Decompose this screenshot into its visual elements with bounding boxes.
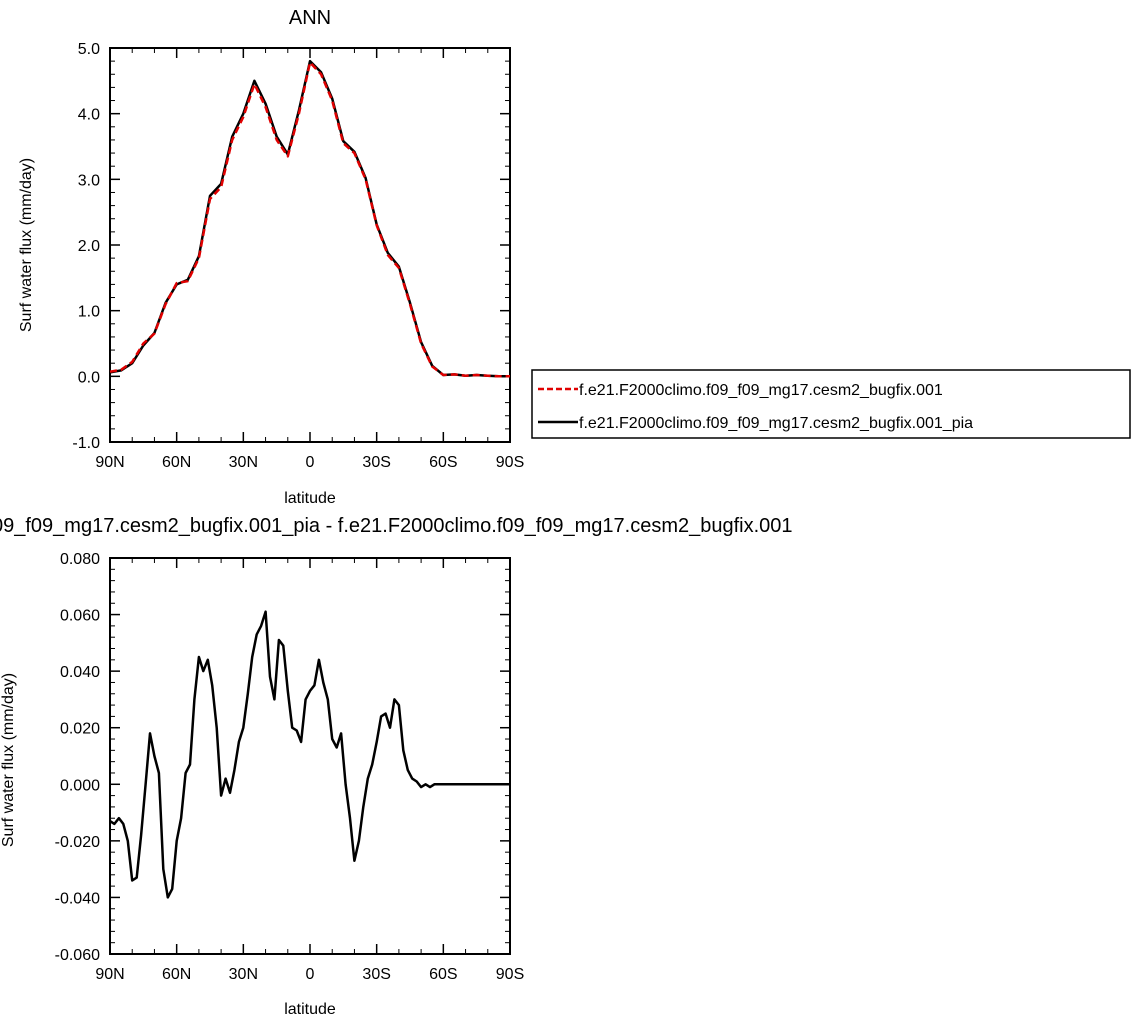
bottom-chart-title: f.e21.F2000climo.f09_f09_mg17.cesm2_bugf… <box>0 515 793 537</box>
legend-box <box>531 369 1131 439</box>
top-y-axis-label: Surf water flux (mm/day) <box>18 158 35 332</box>
y-tick-label: 0.080 <box>60 551 100 568</box>
x-tick-label: 30S <box>362 966 390 983</box>
bottom-y-axis-label: Surf water flux (mm/day) <box>0 673 17 847</box>
y-tick-label: 0.040 <box>60 664 100 681</box>
top-plot-ticks <box>109 47 511 443</box>
legend-label-control: f.e21.F2000climo.f09_f09_mg17.cesm2_bugf… <box>579 382 943 399</box>
x-tick-label: 30S <box>362 454 390 471</box>
x-tick-label: 60N <box>162 454 191 471</box>
x-tick-label: 90S <box>496 454 524 471</box>
x-tick-label: 30N <box>229 966 258 983</box>
bottom-x-axis-label: latitude <box>284 1001 336 1018</box>
x-tick-label: 0 <box>306 966 315 983</box>
bottom-series-group <box>109 610 510 899</box>
y-tick-label: -0.040 <box>55 890 100 907</box>
x-tick-label: 90N <box>95 966 124 983</box>
y-tick-label: -0.020 <box>55 834 100 851</box>
top-x-axis-label: latitude <box>284 490 336 507</box>
y-tick-label: -1.0 <box>72 435 100 452</box>
series-line-pia <box>109 59 510 378</box>
x-tick-label: 90S <box>496 966 524 983</box>
x-tick-label: 60S <box>429 966 457 983</box>
x-tick-label: 90N <box>95 454 124 471</box>
y-tick-label: 4.0 <box>78 107 100 124</box>
series-line-control <box>109 61 510 378</box>
y-tick-label: 1.0 <box>78 304 100 321</box>
y-tick-label: 0.0 <box>78 369 100 386</box>
y-tick-label: 3.0 <box>78 172 100 189</box>
legend-label-pia: f.e21.F2000climo.f09_f09_mg17.cesm2_bugf… <box>579 415 973 432</box>
top-tick-labels: 90N 60N 30N 0 30S 60S 90S 5.0 4.0 3.0 2.0 1.0 0.0 -1.… <box>72 41 524 471</box>
y-tick-label: 0.060 <box>60 608 100 625</box>
y-tick-label: 0.000 <box>60 777 100 794</box>
top-series-group <box>109 59 510 378</box>
y-tick-label: 5.0 <box>78 41 100 58</box>
y-tick-label: -0.060 <box>55 947 100 964</box>
y-tick-label: 2.0 <box>78 238 100 255</box>
top-plot-frame <box>109 47 511 443</box>
legend: f.e21.F2000climo.f09_f09_mg17.cesm2_bugf… <box>531 369 1131 439</box>
bottom-tick-labels: 90N 60N 30N 0 30S 60S 90S 0.080 0.060 0.040 0.020 0… <box>55 551 525 983</box>
top-chart-title: ANN <box>289 7 331 29</box>
series-line-pia <box>109 610 510 899</box>
x-tick-label: 60N <box>162 966 191 983</box>
y-tick-label: 0.020 <box>60 721 100 738</box>
bottom-plot-ticks <box>109 557 511 955</box>
x-tick-label: 0 <box>306 454 315 471</box>
x-tick-label: 30N <box>229 454 258 471</box>
bottom-panel: f.e21.F2000climo.f09_f09_mg17.cesm2_bugf… <box>0 515 793 1018</box>
x-tick-label: 60S <box>429 454 457 471</box>
top-panel: ANN 90N 60N 30N 0 30S 60S 90S 5.0 4.0 3.0 2.0 1.0 0.… <box>18 7 524 507</box>
